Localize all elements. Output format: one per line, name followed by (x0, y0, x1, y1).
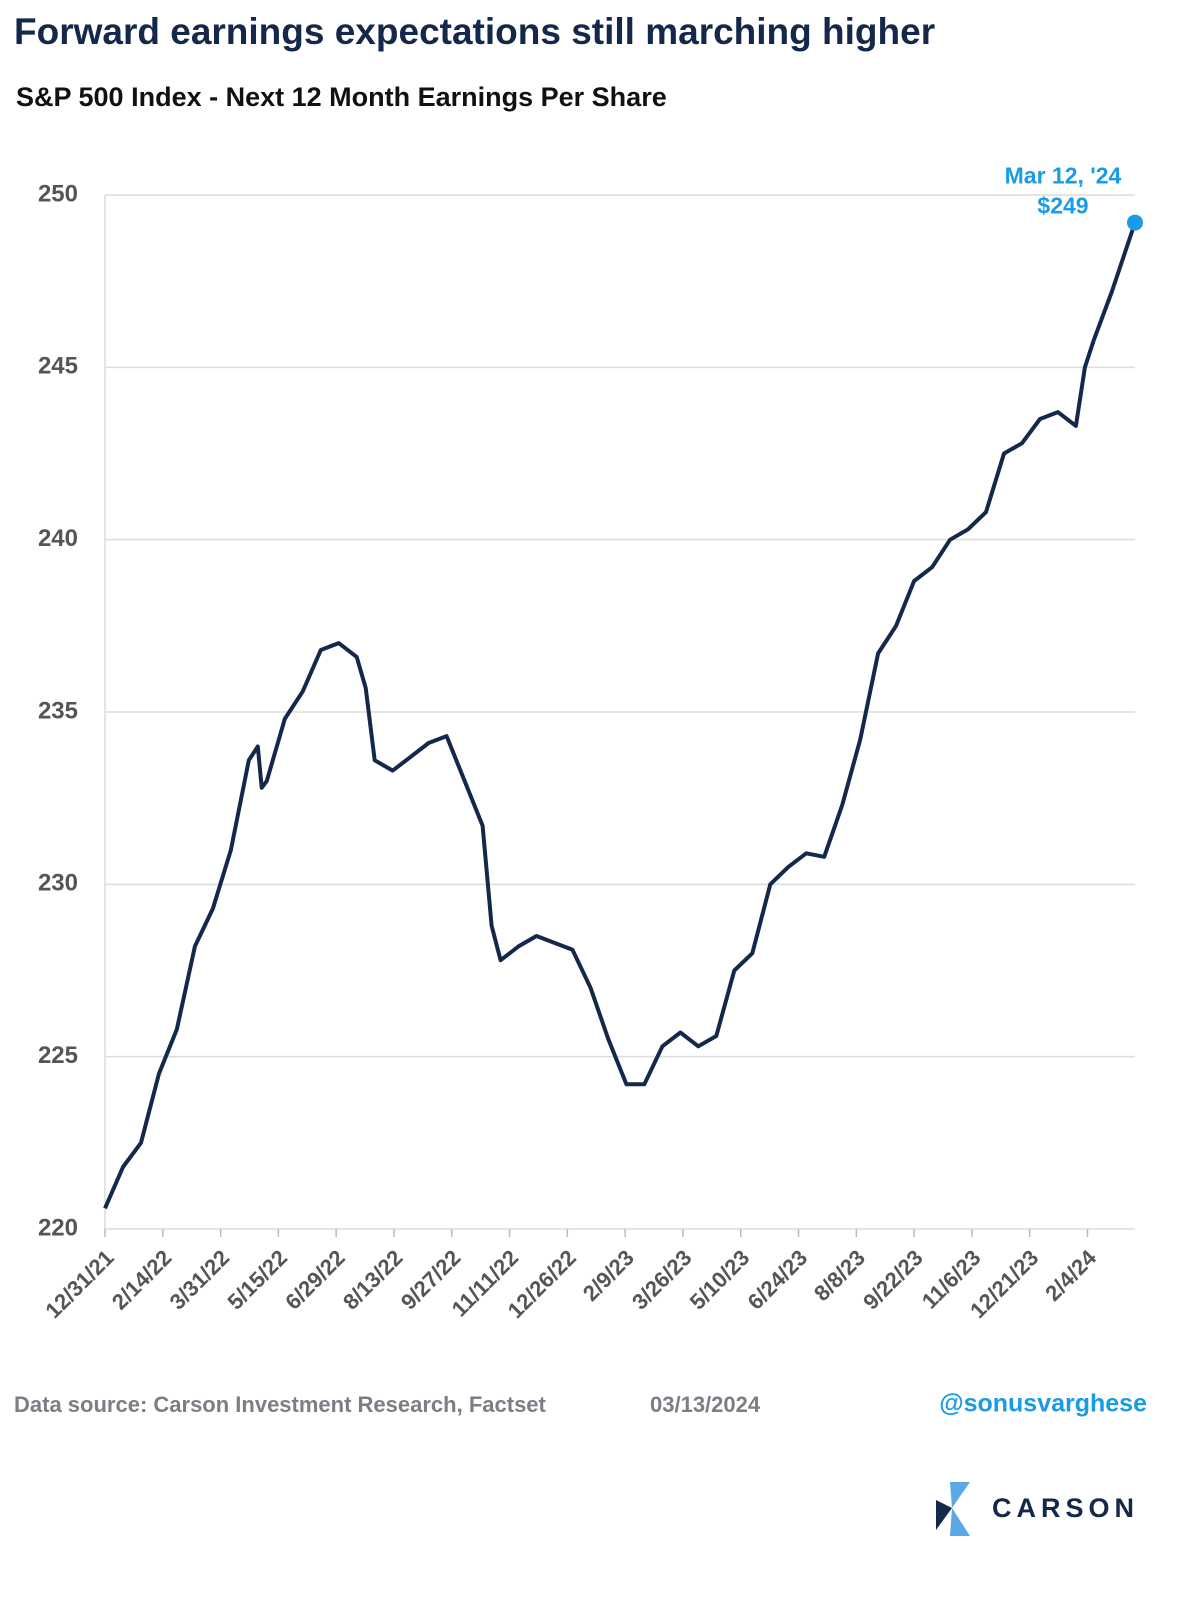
chart-subtitle: S&P 500 Index - Next 12 Month Earnings P… (16, 82, 667, 112)
x-tick-label: 2/4/24 (1040, 1244, 1101, 1305)
annotation: Mar 12, '24 (1005, 163, 1122, 189)
x-tick-label: 6/24/23 (743, 1245, 813, 1315)
y-tick-label: 220 (38, 1214, 78, 1241)
source: Data source: Carson Investment Research,… (14, 1392, 547, 1417)
annotation: $249 (1037, 193, 1088, 219)
x-tick-label: 2/14/22 (107, 1245, 177, 1315)
source-date: 03/13/2024 (650, 1392, 761, 1417)
x-tick-label: 3/26/23 (627, 1245, 697, 1315)
x-tick-label: 3/31/22 (165, 1245, 235, 1315)
line (103, 221, 1137, 1210)
x-tick-label: 12/31/21 (40, 1245, 118, 1323)
x-tick-label: 9/22/23 (858, 1245, 928, 1315)
y-tick-label: 235 (38, 697, 78, 724)
logo-text: CARSON (992, 1493, 1139, 1523)
x-tick-label: 8/13/22 (338, 1245, 408, 1315)
y-tick-label: 250 (38, 180, 78, 207)
y-tick-label: 240 (38, 525, 78, 552)
x-tick-label: 5/10/23 (685, 1245, 755, 1315)
x-tick-label: 5/15/22 (222, 1245, 292, 1315)
handle: @sonusvarghese (939, 1390, 1147, 1418)
logo-icon (936, 1482, 970, 1536)
y-tick-label: 230 (38, 870, 78, 897)
y-tick-label: 225 (38, 1042, 78, 1069)
y-tick-label: 245 (38, 353, 78, 380)
chart-title: Forward earnings expectations still marc… (14, 11, 935, 52)
x-tick-label: 6/29/22 (280, 1245, 350, 1315)
end-marker (1127, 214, 1143, 231)
